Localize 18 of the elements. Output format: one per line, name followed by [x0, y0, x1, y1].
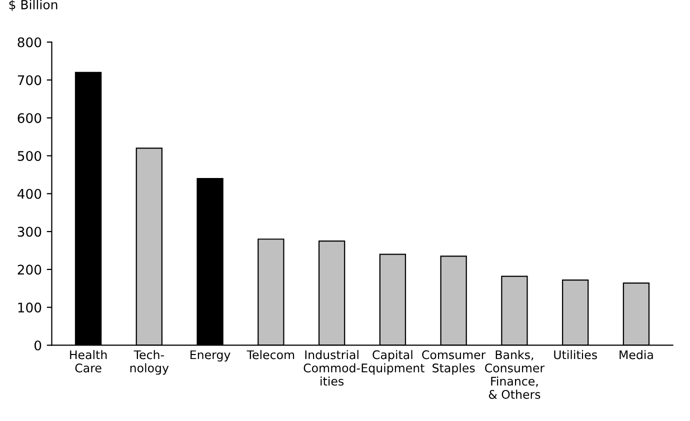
x-tick-label: Industrial Commod- ities [304, 350, 360, 386]
x-tick-label: Media [620, 350, 653, 360]
y-tick-label: 0 [34, 340, 42, 350]
y-tick-label: 800 [18, 37, 42, 48]
y-tick-label: 700 [18, 75, 42, 86]
x-tick-label: Tech- nology [130, 350, 169, 375]
x-tick-label: Health Care [70, 350, 107, 372]
y-axis-title: $ Billion [9, 0, 58, 12]
y-tick-label: 200 [18, 264, 42, 275]
y-tick-label: 100 [18, 302, 42, 313]
y-tick-label: 400 [17, 188, 42, 199]
x-tick-label: Utilities [554, 350, 597, 360]
x-tick-label: Energy [190, 350, 230, 362]
x-tick-label: Telecom [246, 350, 294, 360]
y-tick-label: 600 [18, 113, 42, 124]
x-tick-label: Banks, Consumer Finance, & Others [485, 350, 545, 399]
y-tick-label: 300 [18, 226, 42, 237]
y-tick-label: 500 [18, 150, 42, 161]
